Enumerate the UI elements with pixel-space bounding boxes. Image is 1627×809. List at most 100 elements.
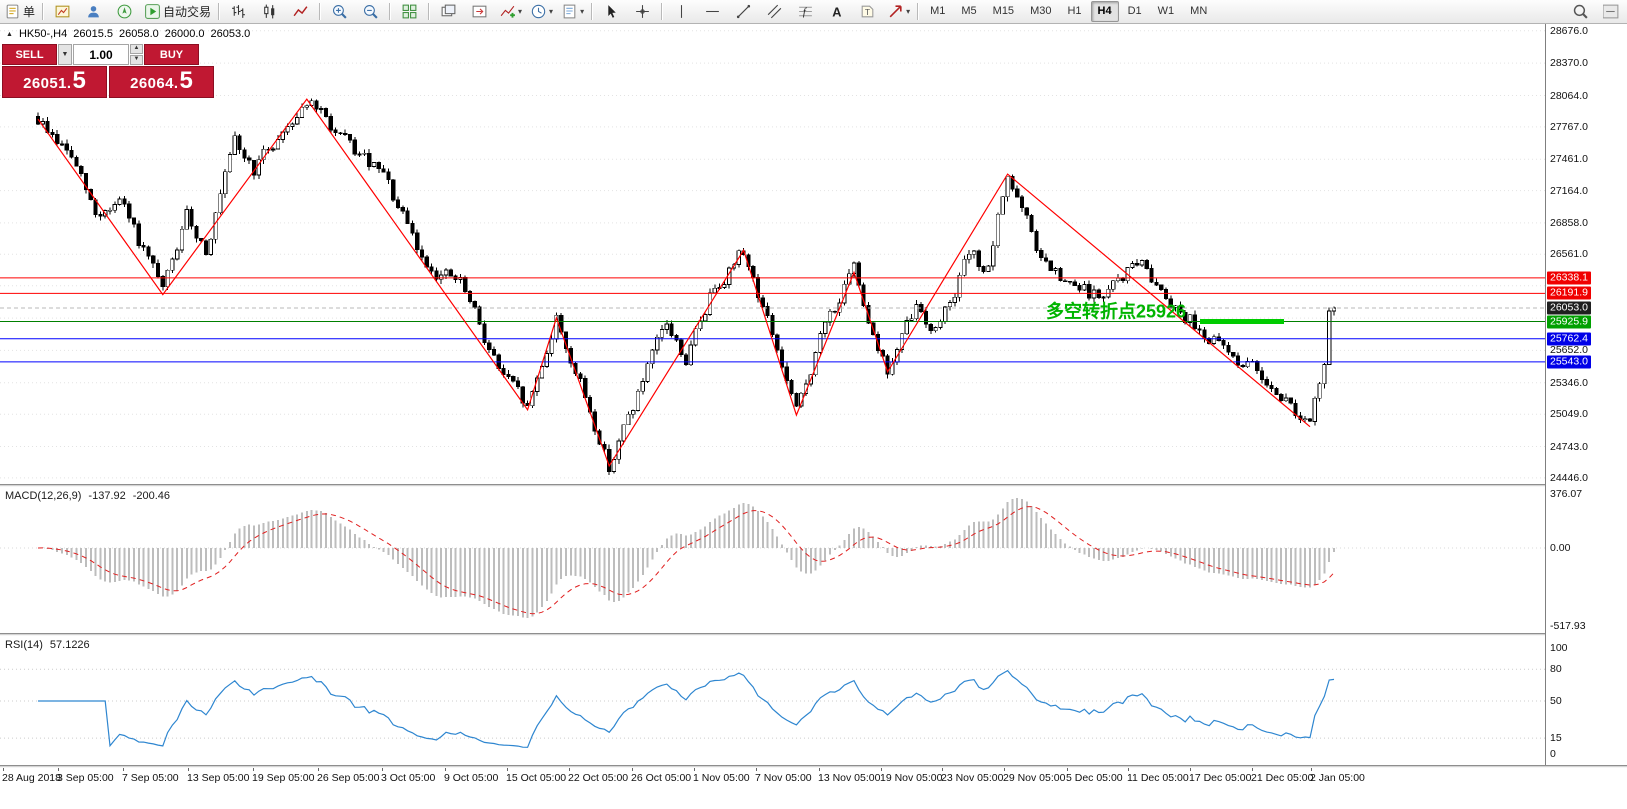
time-axis-label: 22 Oct 05:00 xyxy=(568,772,629,784)
arrange-icon xyxy=(440,3,457,20)
sell-price[interactable]: 26051. 5 xyxy=(2,66,107,98)
ohlc-close: 26053.0 xyxy=(210,28,251,40)
time-axis-tick xyxy=(58,768,59,771)
market-watch-button[interactable] xyxy=(47,0,78,23)
timeframe-m1[interactable]: M1 xyxy=(930,5,946,17)
macd-axis-label: -517.93 xyxy=(1550,620,1586,632)
label-button[interactable]: T xyxy=(852,0,883,23)
periods-button[interactable]: ▾ xyxy=(526,0,557,23)
timeframe-h4[interactable]: H4 xyxy=(1090,1,1119,22)
vertical-line-button[interactable] xyxy=(666,0,697,23)
timeframe-h1[interactable]: H1 xyxy=(1067,5,1082,17)
toolbar: 单 自动交易 ▾ ▾ ▾ f A T ▾ M1 M5 M15 M30 H1 H4 D1 W1 MN xyxy=(0,0,1627,24)
indicator-add-icon xyxy=(499,3,516,20)
zoom-in-button[interactable] xyxy=(324,0,355,23)
templates-button[interactable]: ▾ xyxy=(557,0,588,23)
rsi-name: RSI(14) xyxy=(5,639,43,651)
crosshair-button[interactable] xyxy=(627,0,658,23)
navigator-button[interactable] xyxy=(109,0,140,23)
time-axis-label: 5 Dec 05:00 xyxy=(1066,772,1123,784)
cursor-button[interactable] xyxy=(596,0,627,23)
rsi-axis-label: 0 xyxy=(1550,748,1556,760)
template-icon xyxy=(561,3,578,20)
timeframe-m30[interactable]: M30 xyxy=(1030,5,1052,17)
tile-icon xyxy=(401,3,418,20)
svg-text:T: T xyxy=(865,7,870,17)
arrows-button[interactable]: ▾ xyxy=(883,0,914,23)
line-chart-button[interactable] xyxy=(285,0,316,23)
time-axis-tick xyxy=(819,768,820,771)
cropped-icon xyxy=(1603,3,1620,20)
dropdown-caret-icon: ▾ xyxy=(549,6,554,16)
search-button[interactable] xyxy=(1565,0,1596,23)
candlestick-chart-button[interactable] xyxy=(254,0,285,23)
buy-price[interactable]: 26064. 5 xyxy=(109,66,214,98)
chart-shift-button[interactable] xyxy=(464,0,495,23)
time-axis-tick xyxy=(253,768,254,771)
rsi-value: 57.1226 xyxy=(49,639,90,651)
time-axis-label: 26 Oct 05:00 xyxy=(631,772,692,784)
volume-stepper: ▲ ▼ xyxy=(130,44,143,65)
time-axis-label: 29 Nov 05:00 xyxy=(1003,772,1066,784)
timeframe-toolbar: M1 M5 M15 M30 H1 H4 D1 W1 MN xyxy=(922,0,1215,23)
text-button[interactable]: A xyxy=(821,0,852,23)
order-type-dropdown[interactable]: ▼ xyxy=(58,44,72,65)
time-axis-tick xyxy=(1311,768,1312,771)
volume-up-button[interactable]: ▲ xyxy=(130,44,143,54)
price-axis-label: 27164.0 xyxy=(1550,184,1588,197)
time-axis-label: 13 Nov 05:00 xyxy=(818,772,881,784)
toolbar-separator xyxy=(917,3,920,20)
panel-separator[interactable] xyxy=(0,765,1627,768)
trendline-button[interactable] xyxy=(728,0,759,23)
autotrading-button[interactable]: 自动交易 xyxy=(140,0,215,23)
time-axis[interactable]: 28 Aug 2018 3 Sep 05:00 7 Sep 05:00 13 Sep … xyxy=(0,768,1627,809)
toolbar-separator xyxy=(591,3,594,20)
new-order-button[interactable]: 单 xyxy=(0,0,39,23)
cropped-edge-button[interactable] xyxy=(1596,0,1627,23)
search-icon xyxy=(1572,3,1589,20)
horizontal-line-button[interactable] xyxy=(697,0,728,23)
price-chart-canvas[interactable]: 多空转折点25926 xyxy=(0,24,1545,484)
volume-down-button[interactable]: ▼ xyxy=(130,55,143,65)
time-axis-tick xyxy=(1128,768,1129,771)
toolbar-right-group xyxy=(1565,0,1627,23)
rsi-panel: RSI(14) 57.1226 xyxy=(0,636,1545,765)
panel-separator[interactable] xyxy=(0,484,1627,487)
time-axis-tick xyxy=(756,768,757,771)
sell-button[interactable]: SELL xyxy=(2,44,57,65)
one-click-collapse-icon[interactable]: ▲ xyxy=(6,30,13,38)
panel-separator[interactable] xyxy=(0,633,1627,636)
zigzag-line[interactable] xyxy=(37,98,1311,468)
price-line-label: 25543.0 xyxy=(1547,355,1591,369)
price-axis-label: 26858.0 xyxy=(1550,216,1588,229)
buy-button[interactable]: BUY xyxy=(144,44,199,65)
sell-price-main: 26051. xyxy=(23,75,72,92)
auto-arrange-button[interactable] xyxy=(433,0,464,23)
toolbar-separator xyxy=(428,3,431,20)
macd-canvas[interactable] xyxy=(0,487,1545,633)
tile-windows-button[interactable] xyxy=(394,0,425,23)
channel-button[interactable] xyxy=(759,0,790,23)
annotation-text[interactable]: 多空转折点25926 xyxy=(1046,301,1186,322)
time-axis-label: 26 Sep 05:00 xyxy=(317,772,380,784)
rsi-canvas[interactable] xyxy=(0,636,1545,765)
channel-icon xyxy=(766,3,783,20)
timeframe-m15[interactable]: M15 xyxy=(992,5,1015,17)
price-axis-label: 25652.0 xyxy=(1550,344,1588,357)
timeframe-m5[interactable]: M5 xyxy=(961,5,977,17)
timeframe-w1[interactable]: W1 xyxy=(1157,5,1175,17)
zoom-out-button[interactable] xyxy=(355,0,386,23)
timeframe-mn[interactable]: MN xyxy=(1190,5,1208,17)
timeframe-d1[interactable]: D1 xyxy=(1127,5,1142,17)
time-axis-tick xyxy=(188,768,189,771)
time-axis-tick xyxy=(632,768,633,771)
bar-chart-button[interactable] xyxy=(223,0,254,23)
data-window-button[interactable] xyxy=(78,0,109,23)
price-axis[interactable]: 28676.0 28370.0 28064.0 27767.0 27461.0 27164… xyxy=(1545,24,1627,765)
indicators-button[interactable]: ▾ xyxy=(495,0,526,23)
new-order-icon xyxy=(4,3,21,20)
fibonacci-button[interactable]: f xyxy=(790,0,821,23)
time-axis-label: 15 Oct 05:00 xyxy=(506,772,567,784)
svg-text:f: f xyxy=(803,7,808,18)
volume-input[interactable] xyxy=(73,44,129,65)
